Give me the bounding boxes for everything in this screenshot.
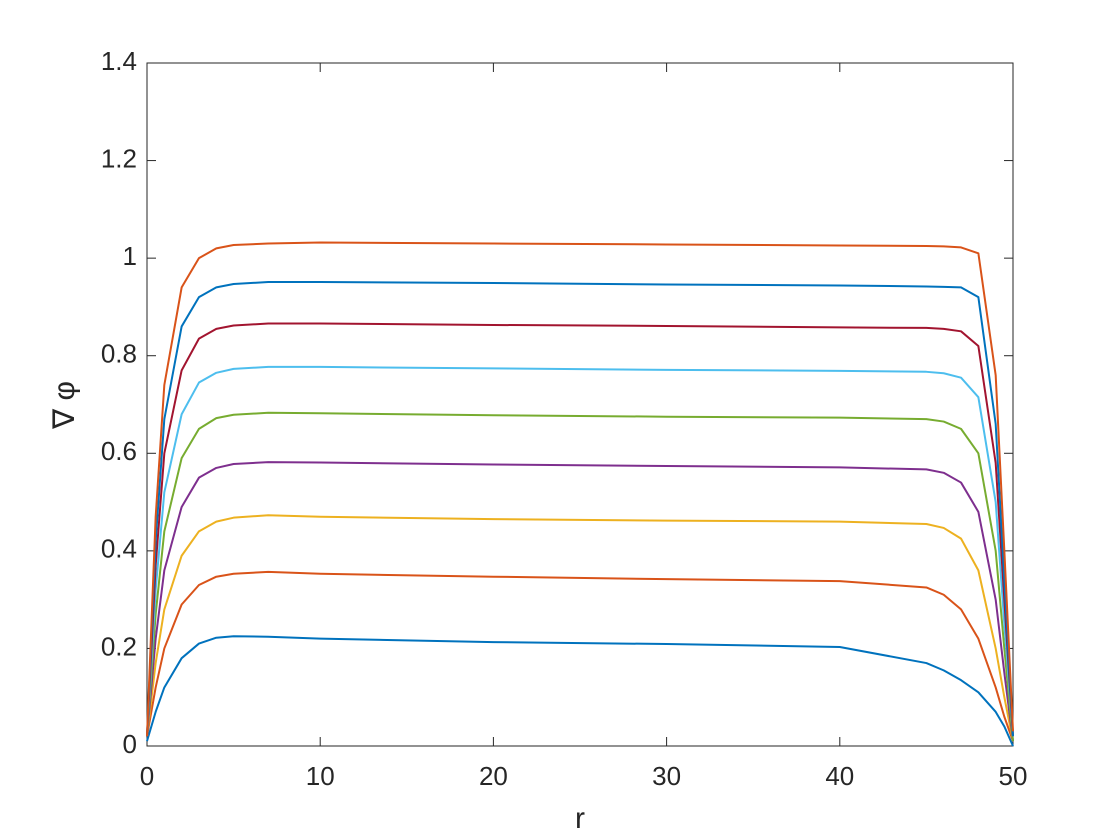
data-line <box>146 461 1014 742</box>
x-tick-label: 50 <box>999 761 1028 791</box>
data-line <box>146 281 1014 737</box>
y-tick-label: 0.4 <box>101 534 137 564</box>
data-line <box>146 570 1014 742</box>
data-line <box>146 411 1014 742</box>
x-tick-label: 20 <box>479 761 508 791</box>
y-tick-label: 0.2 <box>101 631 137 661</box>
x-tick-label: 40 <box>825 761 854 791</box>
x-tick-label: 10 <box>306 761 335 791</box>
data-line <box>146 514 1014 742</box>
x-tick-label: 0 <box>140 761 154 791</box>
y-tick-label: 0.6 <box>101 436 137 466</box>
data-line <box>146 365 1014 737</box>
data-line <box>146 241 1014 737</box>
y-tick-label: 1 <box>123 241 137 271</box>
data-line <box>146 322 1014 737</box>
x-tick-label: 30 <box>652 761 681 791</box>
y-axis-label: ∇ φ <box>48 381 81 430</box>
y-tick-label: 1.2 <box>101 143 137 173</box>
y-tick-label: 0.8 <box>101 339 137 369</box>
y-tick-label: 0 <box>123 729 137 759</box>
x-axis-label: r <box>575 802 585 835</box>
data-line <box>146 635 1014 747</box>
y-tick-label: 1.4 <box>101 46 137 76</box>
plot-frame <box>146 62 1014 747</box>
